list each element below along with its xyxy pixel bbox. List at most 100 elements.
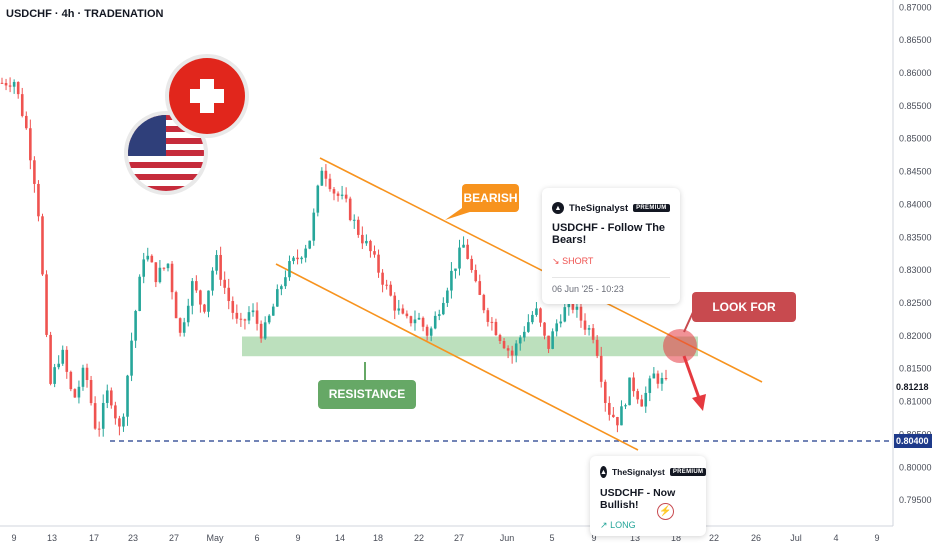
candle-body (154, 262, 158, 283)
direction-label: LONG (610, 520, 636, 530)
candle-body (381, 272, 384, 285)
time-tick-label: 17 (89, 533, 99, 543)
candle-body (636, 391, 639, 400)
idea-card-divider (552, 277, 670, 278)
time-tick-label: 9 (874, 533, 879, 543)
candle-body (126, 375, 129, 417)
candle-body (93, 403, 97, 429)
candle-body (211, 270, 214, 291)
candle-body (235, 312, 239, 319)
candle-body (328, 178, 332, 190)
candle-body (255, 310, 259, 324)
candle-body (12, 81, 16, 87)
candle-body (531, 314, 534, 323)
candle-body (361, 234, 364, 244)
candle-body (514, 343, 518, 356)
current-price-tag: 0.81218 (896, 382, 929, 392)
candle-body (385, 284, 388, 286)
candle-body (20, 94, 24, 116)
price-tick-label: 0.86000 (899, 68, 932, 78)
candle-body (498, 335, 502, 342)
candle-body (656, 373, 660, 384)
candle-body (312, 212, 316, 241)
candle-body (369, 240, 372, 252)
candle-body (603, 381, 607, 403)
idea-card-header: ▲ TheSignalyst PREMIUM (552, 202, 670, 214)
time-tick-label: 22 (709, 533, 719, 543)
candle-body (433, 315, 437, 329)
candle-body (652, 373, 656, 379)
candle-body (199, 290, 202, 305)
candle-body (612, 414, 615, 418)
price-axis[interactable]: 0.87000 0.86500 0.86000 0.85500 0.85000 0.845… (894, 2, 932, 505)
candle-body (458, 247, 461, 269)
candle-body (263, 322, 267, 339)
candle-body (288, 261, 291, 278)
price-tick-label: 0.82000 (899, 331, 932, 341)
candle-body (41, 216, 44, 275)
candle-body (247, 312, 251, 321)
candle-body (616, 417, 619, 426)
candle-body (89, 379, 93, 404)
candle-body (446, 290, 449, 303)
candle-body (280, 286, 283, 290)
idea-card-header: ▲ TheSignalyst PREMIUM (600, 466, 706, 478)
candle-body (340, 194, 344, 196)
candle-body (405, 313, 409, 317)
candle-body (146, 255, 150, 260)
candle-body (267, 315, 271, 323)
time-tick-label: 27 (169, 533, 179, 543)
candle-body (271, 306, 275, 316)
time-tick-label: 22 (414, 533, 424, 543)
switzerland-flag-icon (165, 54, 249, 138)
candle-body (494, 321, 498, 336)
candle-body (551, 331, 554, 349)
current-price-tag-bg (894, 380, 932, 395)
idea-card-date: 06 Jun '25 - 10:23 (552, 284, 624, 294)
candle-body (77, 386, 81, 398)
candle-body (608, 402, 611, 415)
candle-body (300, 257, 303, 260)
candle-body (114, 405, 117, 419)
candle-body (644, 392, 648, 407)
candle-body (24, 115, 28, 129)
lightning-icon[interactable]: ⚡ (657, 503, 674, 520)
short-arrow-icon: ↘ (552, 256, 560, 266)
candle-body (0, 82, 4, 84)
price-tick-label: 0.81500 (899, 364, 932, 374)
bearish-label: BEARISH (462, 184, 519, 212)
candle-body (486, 310, 490, 322)
time-tick-label: 4 (833, 533, 838, 543)
idea-card-now-bullish[interactable]: ▲ TheSignalyst PREMIUM USDCHF - Now Bull… (590, 456, 706, 536)
time-tick-label: 18 (373, 533, 383, 543)
candle-body (450, 270, 453, 291)
candle-body (243, 319, 247, 321)
candle-body (259, 323, 263, 339)
candle-body (324, 170, 328, 179)
candle-body (37, 183, 40, 217)
candle-body (166, 263, 170, 269)
candle-body (16, 81, 20, 95)
candle-body (170, 263, 174, 293)
time-tick-label: 9 (591, 533, 596, 543)
candle-body (664, 378, 668, 380)
shorts-target-circle (663, 329, 697, 363)
candle-body (640, 399, 644, 407)
candle-body (190, 281, 194, 306)
support-price-tag: 0.80400 (896, 436, 929, 446)
candle-body (284, 277, 287, 287)
idea-card-follow-the-bears[interactable]: ▲ TheSignalyst PREMIUM USDCHF - Follow T… (542, 188, 680, 304)
candle-body (251, 310, 255, 313)
candle-body (239, 318, 243, 320)
candle-body (478, 281, 482, 295)
candle-body (348, 198, 352, 221)
short-arrow-shaft (682, 355, 701, 399)
resistance-zone (242, 336, 698, 357)
idea-card-title: USDCHF - Now Bullish! (600, 487, 676, 511)
short-arrow-head (692, 394, 706, 411)
idea-card-direction: ↗ LONG (600, 520, 696, 531)
time-axis[interactable]: 9 13 17 23 27 May 6 9 14 18 22 27 Jun 5 9 13 18 22 26 Jul 4 9 (11, 533, 879, 543)
candle-body (442, 302, 445, 315)
candle-body (73, 389, 77, 398)
candle-body (97, 428, 101, 430)
